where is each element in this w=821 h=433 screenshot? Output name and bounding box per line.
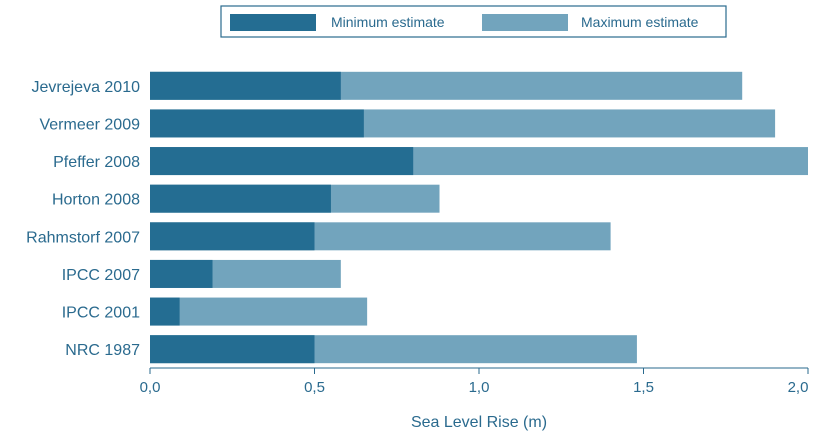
legend-swatch-maximum xyxy=(482,14,568,31)
legend-frame xyxy=(220,5,727,38)
x-tick-label: 1,0 xyxy=(469,379,490,396)
x-axis-ticks: 0,0 0,5 1,0 1,5 2,0 xyxy=(140,368,809,396)
bar-maximum-ipcc-2001 xyxy=(150,297,368,326)
bar-minimum-jevrejeva-2010 xyxy=(150,71,341,100)
category-label-rahmstorf-2007: Rahmstorf 2007 xyxy=(26,229,140,246)
x-tick-label: 0,5 xyxy=(304,379,325,396)
category-label-jevrejeva-2010: Jevrejeva 2010 xyxy=(31,79,140,96)
bar-minimum-ipcc-2001 xyxy=(150,297,180,326)
bar-minimum-nrc-1987 xyxy=(150,335,315,364)
category-label-horton-2008: Horton 2008 xyxy=(52,192,140,209)
category-label-ipcc-2001: IPCC 2001 xyxy=(62,305,140,322)
legend-swatch-minimum xyxy=(230,14,316,31)
bar-minimum-vermeer-2009 xyxy=(150,109,364,138)
bar-minimum-horton-2008 xyxy=(150,184,331,213)
legend-label-minimum: Minimum estimate xyxy=(331,14,445,30)
category-label-vermeer-2009: Vermeer 2009 xyxy=(39,116,140,133)
category-label-nrc-1987: NRC 1987 xyxy=(65,342,140,359)
x-tick-label: 0,0 xyxy=(140,379,161,396)
category-labels: Jevrejeva 2010 Vermeer 2009 Pfeffer 2008 Ho… xyxy=(26,79,140,359)
x-tick-label: 2,0 xyxy=(788,379,809,396)
category-label-ipcc-2007: IPCC 2007 xyxy=(62,267,140,284)
bar-minimum-ipcc-2007 xyxy=(150,259,213,288)
legend: Minimum estimate Maximum estimate xyxy=(220,5,727,38)
legend-label-maximum: Maximum estimate xyxy=(581,14,699,30)
bar-minimum-rahmstorf-2007 xyxy=(150,222,315,251)
bars-group xyxy=(150,71,808,364)
category-label-pfeffer-2008: Pfeffer 2008 xyxy=(53,154,140,171)
bar-minimum-pfeffer-2008 xyxy=(150,147,414,176)
x-axis-title: Sea Level Rise (m) xyxy=(411,414,547,431)
x-tick-label: 1,5 xyxy=(633,379,654,396)
